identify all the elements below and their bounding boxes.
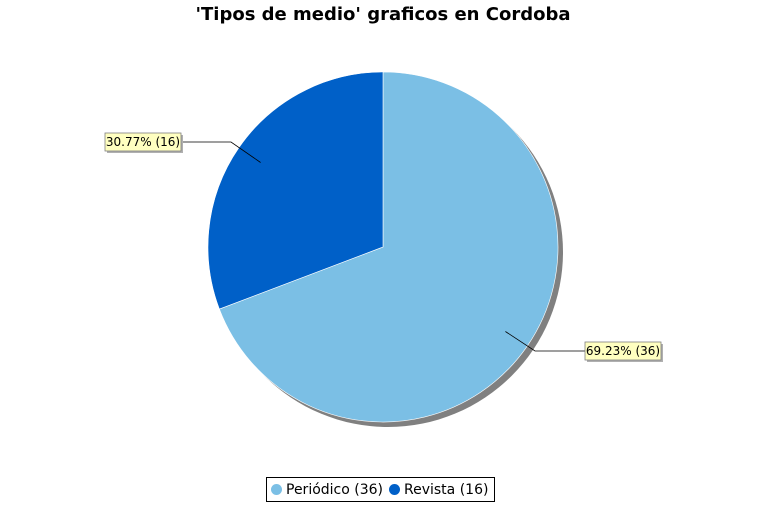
leader-line-periodico — [505, 331, 585, 352]
chart-title: 'Tipos de medio' graficos en Cordoba — [195, 4, 571, 25]
legend: Periódico (36) Revista (16) — [266, 477, 496, 502]
pie-slice-periodico — [218, 71, 559, 423]
legend-label-revista: Revista (16) — [404, 481, 489, 498]
legend-swatch-revista — [389, 484, 400, 495]
pie-labels: 69.23% (36) 30.77% (16) — [104, 132, 663, 362]
pie-chart: 69.23% (36) 30.77% (16) — [104, 71, 663, 427]
legend-swatch-periodico — [271, 484, 282, 495]
data-label-box-revista — [104, 132, 182, 152]
legend-item-periodico: Periódico (36) — [271, 482, 383, 498]
data-label-periodico: 69.23% (36) — [586, 344, 660, 358]
pie-slices — [207, 71, 559, 423]
legend-item-revista: Revista (16) — [389, 482, 488, 498]
leader-line-revista — [181, 141, 261, 163]
data-label-box-periodico — [584, 341, 662, 361]
data-label-revista: 30.77% (16) — [106, 135, 180, 149]
legend-label-periodico: Periódico (36) — [286, 481, 383, 498]
